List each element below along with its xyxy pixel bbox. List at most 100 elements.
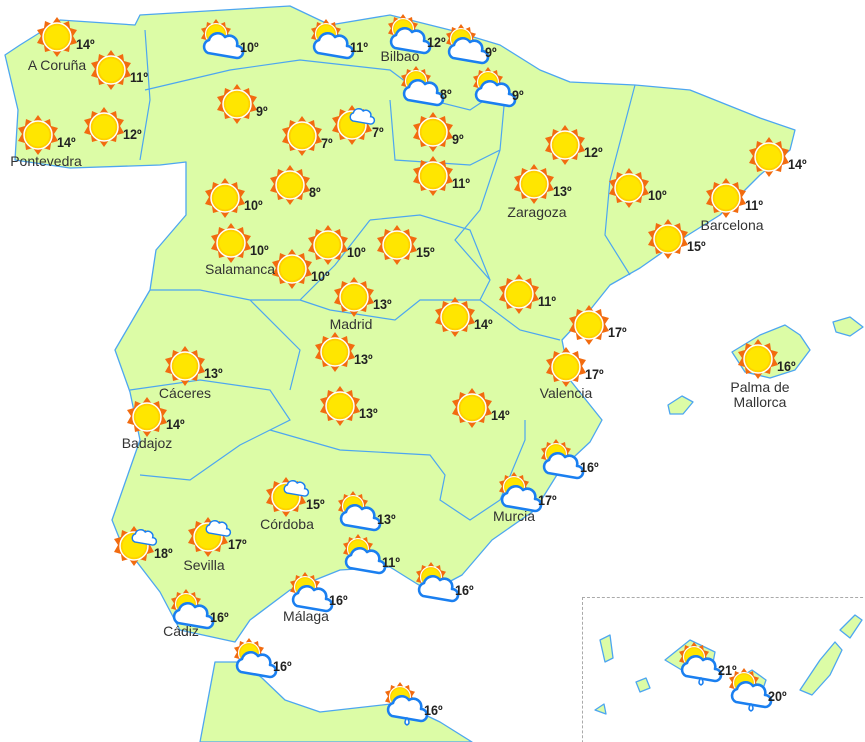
temperature-label: 17º [538, 492, 557, 508]
weather-marker[interactable] [733, 334, 779, 380]
weather-marker[interactable] [494, 269, 540, 315]
city-label: Cádiz [163, 623, 199, 639]
weather-marker[interactable] [212, 79, 258, 125]
la-gomera [635, 677, 651, 693]
weather-marker[interactable] [32, 12, 78, 58]
city-label: Sevilla [183, 557, 225, 573]
sun-icon [744, 136, 794, 186]
temperature-label: 12º [427, 34, 446, 50]
weather-marker[interactable] [604, 163, 650, 209]
mainland-spain [4, 5, 796, 643]
weather-marker[interactable] [540, 120, 586, 166]
weather-marker[interactable] [183, 512, 232, 558]
temperature-label: 11º [382, 554, 400, 570]
weather-marker[interactable] [379, 678, 429, 726]
weather-marker[interactable] [395, 62, 445, 107]
weather-marker[interactable] [447, 383, 493, 429]
city-label: Pontevedra [10, 153, 82, 169]
weather-marker[interactable] [160, 341, 206, 387]
cloud-sun-icon [305, 18, 355, 69]
temperature-label: 11º [130, 69, 148, 85]
cloud-sun-icon [228, 637, 278, 688]
temperature-label: 18º [154, 545, 173, 561]
temperature-label: 10º [250, 242, 269, 258]
weather-marker[interactable] [305, 15, 355, 60]
temperature-label: 16º [424, 702, 443, 718]
sun-icon [267, 248, 317, 298]
city-label: A Coruña [27, 57, 87, 73]
sun-icon [372, 224, 422, 274]
temperature-label: 16º [580, 459, 599, 475]
weather-marker[interactable] [79, 102, 125, 148]
weather-marker[interactable] [200, 173, 246, 219]
temperature-label: 16º [777, 358, 796, 374]
la-palma [599, 634, 614, 663]
temperature-label: 14º [76, 36, 95, 52]
temperature-label: 15º [416, 244, 435, 260]
temperature-label: 14º [57, 134, 76, 150]
weather-marker[interactable] [13, 110, 59, 156]
city-label: Bilbao [380, 48, 420, 64]
temperature-label: 9º [512, 87, 524, 103]
weather-marker[interactable] [723, 664, 773, 712]
weather-marker[interactable] [643, 214, 689, 260]
el-hierro [594, 703, 607, 715]
sun-small-cloud-icon [261, 476, 311, 526]
city-label: Murcia [492, 508, 536, 524]
weather-marker[interactable] [228, 634, 278, 679]
temperature-label: 14º [491, 407, 510, 423]
weather-marker[interactable] [332, 487, 382, 532]
weather-marker[interactable] [337, 530, 387, 575]
temperature-label: 11º [452, 175, 470, 191]
weather-marker[interactable] [261, 472, 310, 518]
temperature-label: 13º [377, 511, 396, 527]
weather-marker[interactable] [277, 111, 323, 157]
temperature-label: 16º [329, 592, 348, 608]
temperature-label: 7º [321, 135, 333, 151]
temperature-label: 10º [648, 187, 667, 203]
weather-marker[interactable] [410, 558, 460, 603]
weather-marker[interactable] [493, 468, 543, 513]
weather-marker[interactable] [265, 160, 311, 206]
temperature-label: 16º [455, 582, 474, 598]
cloud-sun-rain-icon [379, 681, 429, 732]
city-label: Valencia [539, 385, 593, 401]
weather-marker[interactable] [206, 218, 252, 264]
temperature-label: 12º [584, 144, 603, 160]
weather-marker[interactable] [509, 159, 555, 205]
weather-marker[interactable] [467, 63, 517, 108]
weather-marker[interactable] [673, 638, 723, 686]
sun-icon [310, 331, 360, 381]
weather-marker[interactable] [315, 381, 361, 427]
weather-marker[interactable] [284, 568, 334, 613]
temperature-label: 17º [608, 324, 627, 340]
weather-marker[interactable] [310, 327, 356, 373]
temperature-label: 12º [123, 126, 142, 142]
fuerteventura [799, 641, 843, 696]
cloud-sun-rain-icon [723, 667, 773, 718]
city-label: Córdoba [260, 516, 314, 532]
sun-icon [86, 49, 136, 99]
weather-marker[interactable] [744, 132, 790, 178]
weather-marker[interactable] [372, 220, 418, 266]
temperature-label: 8º [440, 86, 452, 102]
weather-marker[interactable] [327, 100, 376, 146]
weather-marker[interactable] [701, 173, 747, 219]
weather-marker[interactable] [564, 300, 610, 346]
weather-marker[interactable] [195, 15, 245, 60]
temperature-label: 14º [166, 416, 185, 432]
temperature-label: 13º [354, 351, 373, 367]
temperature-label: 13º [373, 296, 392, 312]
weather-marker[interactable] [541, 342, 587, 388]
weather-marker[interactable] [86, 45, 132, 91]
temperature-label: 9º [256, 103, 268, 119]
temperature-label: 16º [273, 658, 292, 674]
temperature-label: 13º [204, 365, 223, 381]
weather-marker[interactable] [408, 151, 454, 197]
weather-marker[interactable] [329, 272, 375, 318]
weather-marker[interactable] [430, 292, 476, 338]
temperature-label: 13º [359, 405, 378, 421]
weather-marker[interactable] [109, 521, 158, 567]
weather-marker[interactable] [440, 20, 490, 65]
